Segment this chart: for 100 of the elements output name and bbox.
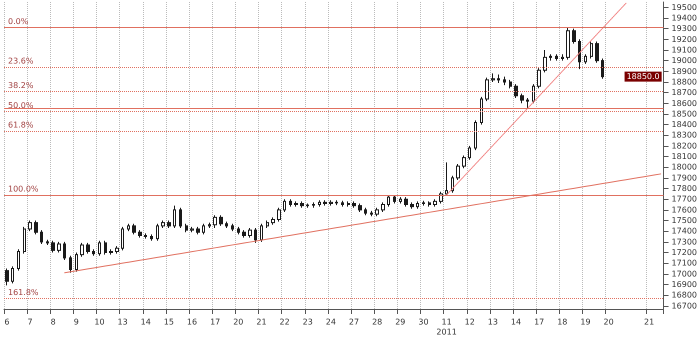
y-tick-label: 17600 [672, 205, 698, 214]
candlestick [497, 74, 500, 84]
candlestick [156, 223, 159, 242]
y-tick-label: 18500 [672, 109, 698, 118]
candlestick [51, 240, 55, 254]
line-series [446, 2, 626, 196]
candlestick [161, 220, 165, 228]
candlestick [132, 223, 136, 235]
candlestick [144, 232, 147, 240]
candlestick [480, 96, 483, 126]
annotation: 100.0% [8, 184, 39, 194]
candlestick [271, 216, 275, 226]
x-tick-label: 14 [140, 318, 151, 326]
y-tick-label: 17100 [672, 258, 698, 268]
candlestick [399, 196, 402, 204]
candlestick [92, 248, 95, 256]
candlestick [416, 200, 419, 210]
candlestick [595, 40, 599, 64]
candlestick [422, 200, 425, 206]
x-tick-label: 29 [395, 318, 406, 326]
candlestick [179, 207, 182, 228]
candlestick [566, 27, 570, 60]
annotation: 61.8% [8, 120, 34, 130]
candlestick [433, 198, 437, 208]
candlestick [445, 162, 448, 196]
candlestick [474, 120, 477, 151]
candlestick [260, 223, 263, 242]
candlestick [138, 230, 142, 238]
candlestick [23, 226, 26, 254]
candlestick [393, 194, 396, 204]
candlestick [318, 200, 321, 208]
candlestick [491, 72, 495, 82]
candlestick [219, 214, 223, 226]
candlestick [80, 242, 84, 258]
x-tick-label: 20 [233, 318, 244, 326]
candlestick [410, 202, 414, 210]
x-tick-label: 6 [4, 318, 10, 326]
candlestick [578, 38, 581, 70]
candlestick [266, 220, 269, 228]
candlestick [300, 200, 304, 208]
x-tick-label: 13 [488, 318, 498, 326]
candlestick [283, 198, 286, 212]
candlestick [543, 49, 547, 73]
candlestick [28, 220, 32, 232]
candlestick [549, 54, 552, 62]
annotation: 50.0% [8, 100, 34, 110]
candlestick [312, 202, 315, 208]
x-tick-label: 30 [418, 318, 429, 326]
y-tick-label: 18100 [672, 152, 698, 162]
candlestick [11, 266, 14, 284]
candlestick [555, 54, 558, 62]
x-tick-label: 17 [534, 318, 544, 326]
candlestick [387, 194, 390, 208]
y-tick-label: 18300 [672, 130, 698, 140]
candlestick [509, 79, 512, 89]
candlestick [86, 242, 90, 254]
annotation: 18850.0 [626, 72, 660, 82]
candlestick [381, 202, 385, 212]
annotation: 38.2% [8, 81, 34, 90]
candlestick [503, 76, 506, 86]
y-tick-label: 18600 [672, 98, 698, 108]
candlestick [173, 205, 176, 228]
x-tick-label: 9 [74, 318, 79, 326]
candlestick [213, 214, 217, 228]
candlestick [231, 223, 234, 232]
x-tick-label: 10 [94, 318, 105, 326]
candlestick [375, 207, 379, 217]
x-tick-label: 21 [644, 318, 654, 326]
y-tick-label: 17200 [672, 248, 698, 258]
candlestick [532, 84, 535, 104]
candlestick [404, 196, 408, 208]
candlestick [537, 68, 541, 89]
candlestick [323, 200, 327, 206]
x-tick-label: 17 [210, 318, 220, 326]
candlestick [428, 200, 431, 208]
y-tick-label: 17800 [672, 184, 698, 194]
candlestick [121, 226, 124, 251]
y-tick-label: 18800 [672, 77, 698, 86]
x-tick-label: 8 [50, 318, 56, 326]
x-tick-label: 16 [186, 318, 198, 326]
candlestick [462, 155, 466, 169]
x-tick-label: 11 2011 [436, 318, 457, 336]
candlestick [69, 255, 72, 274]
candlestick [364, 207, 367, 216]
y-tick-label: 19300 [672, 24, 698, 34]
candlestick [561, 54, 564, 62]
y-tick-label: 18000 [672, 162, 698, 172]
candlestick [254, 227, 257, 244]
y-tick-label: 17000 [672, 269, 698, 278]
y-tick-label: 19000 [672, 56, 698, 66]
candlestick [46, 239, 49, 246]
candlestick [185, 223, 188, 233]
annotation: 0.0% [8, 17, 29, 26]
candlestick [514, 84, 518, 98]
x-tick-label: 15 [164, 318, 174, 326]
candlestick [248, 227, 252, 238]
candlestick [468, 145, 471, 160]
candlestick [208, 222, 211, 228]
y-tick-label: 16900 [672, 280, 698, 289]
candlestick [40, 230, 43, 244]
